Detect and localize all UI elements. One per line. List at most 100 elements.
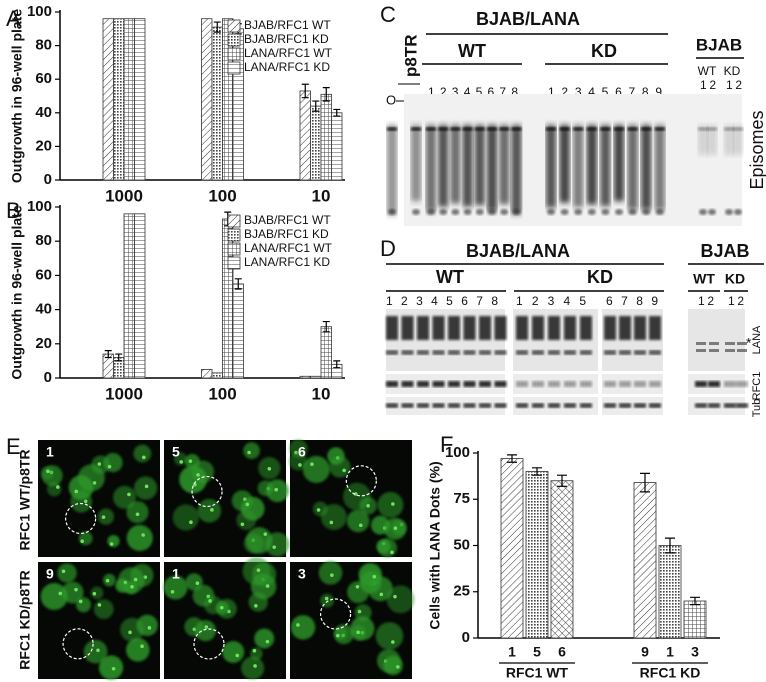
error-bar — [115, 353, 123, 362]
band — [516, 316, 528, 340]
cell — [288, 452, 308, 471]
band — [494, 381, 507, 387]
cell — [136, 614, 158, 637]
dot — [83, 499, 88, 504]
cell — [347, 581, 370, 604]
dot — [61, 569, 66, 574]
cell — [254, 628, 275, 649]
cell — [302, 455, 330, 483]
dot — [141, 533, 145, 537]
wt-label: WT — [436, 267, 464, 287]
row-label: RFC1 KD/p8TR — [17, 570, 33, 670]
y-tick-label: 20 — [35, 335, 52, 352]
band — [448, 350, 460, 355]
band — [494, 316, 507, 340]
x-tick-label: 1000 — [105, 384, 143, 403]
spot — [500, 209, 509, 215]
cell — [184, 453, 200, 470]
cell — [68, 475, 94, 500]
spot — [412, 209, 420, 215]
legend-label: BJAB/RFC1 WT — [244, 213, 331, 227]
y-tick-label: 100 — [27, 198, 52, 215]
bar — [320, 93, 332, 181]
blot-d: BJAB/LANA WT KD BJAB WT KD 1 2 3 4 5 6 7… — [386, 241, 764, 417]
cell — [383, 655, 403, 676]
strip — [386, 397, 505, 415]
cell — [240, 496, 265, 521]
dot — [143, 575, 148, 579]
spot — [512, 209, 521, 215]
band — [724, 381, 736, 387]
band — [386, 316, 398, 340]
legend-swatch — [227, 214, 241, 228]
band — [604, 316, 616, 340]
spot — [601, 209, 610, 215]
band — [463, 403, 476, 408]
band — [600, 127, 611, 131]
wt-label: WT — [458, 41, 486, 61]
control-wt: WT — [698, 64, 717, 78]
dot — [188, 459, 193, 463]
bar — [299, 90, 311, 181]
band — [479, 316, 491, 340]
dot — [396, 665, 400, 669]
dot — [235, 653, 240, 658]
dot — [193, 482, 197, 487]
dot — [189, 520, 193, 525]
band — [737, 349, 747, 352]
origin-label: O — [386, 92, 396, 107]
band — [724, 403, 736, 408]
dot — [253, 664, 257, 668]
band — [619, 316, 631, 340]
highlight-circle — [191, 475, 223, 508]
band — [564, 350, 576, 355]
y-axis-label: Outgrowth in 96-well plate — [9, 205, 25, 379]
band — [516, 403, 528, 408]
smear — [499, 125, 510, 205]
band — [580, 403, 592, 408]
dot — [74, 587, 78, 592]
band — [401, 316, 414, 340]
field-number: 9 — [46, 566, 54, 582]
band — [479, 381, 491, 387]
band — [708, 381, 720, 387]
dot — [393, 594, 397, 599]
band — [634, 403, 646, 408]
band — [654, 127, 665, 131]
smear — [614, 125, 624, 202]
bar — [550, 480, 574, 639]
x-tick-label: 5 — [533, 644, 541, 660]
dot — [195, 581, 200, 585]
dot — [196, 473, 200, 477]
y-tick-label: 40 — [35, 301, 52, 318]
spot — [628, 209, 637, 215]
legend-swatch — [227, 47, 241, 61]
y-tick-label: 100 — [27, 3, 52, 20]
dot — [170, 589, 175, 594]
dot — [101, 515, 106, 519]
dot — [391, 502, 395, 506]
y-tick-label: 60 — [35, 70, 52, 87]
band — [619, 381, 631, 387]
spot — [587, 209, 596, 215]
band — [432, 350, 445, 355]
field-number: 1 — [172, 566, 180, 582]
smear — [426, 125, 436, 212]
legend-label: BJAB/RFC1 WT — [244, 18, 331, 32]
band — [532, 403, 544, 408]
band — [573, 127, 584, 131]
control-kd: KD — [725, 271, 745, 287]
band — [619, 403, 631, 408]
x-tick-label: 100 — [208, 186, 236, 205]
cell — [107, 534, 120, 548]
dot — [240, 522, 245, 527]
spot — [615, 209, 623, 215]
cell — [98, 655, 124, 680]
band — [696, 342, 706, 345]
y-tick-label: 60 — [35, 266, 52, 283]
band — [532, 316, 544, 340]
band — [417, 403, 429, 408]
dot — [58, 591, 63, 596]
dot — [329, 520, 334, 525]
dot — [135, 512, 140, 517]
